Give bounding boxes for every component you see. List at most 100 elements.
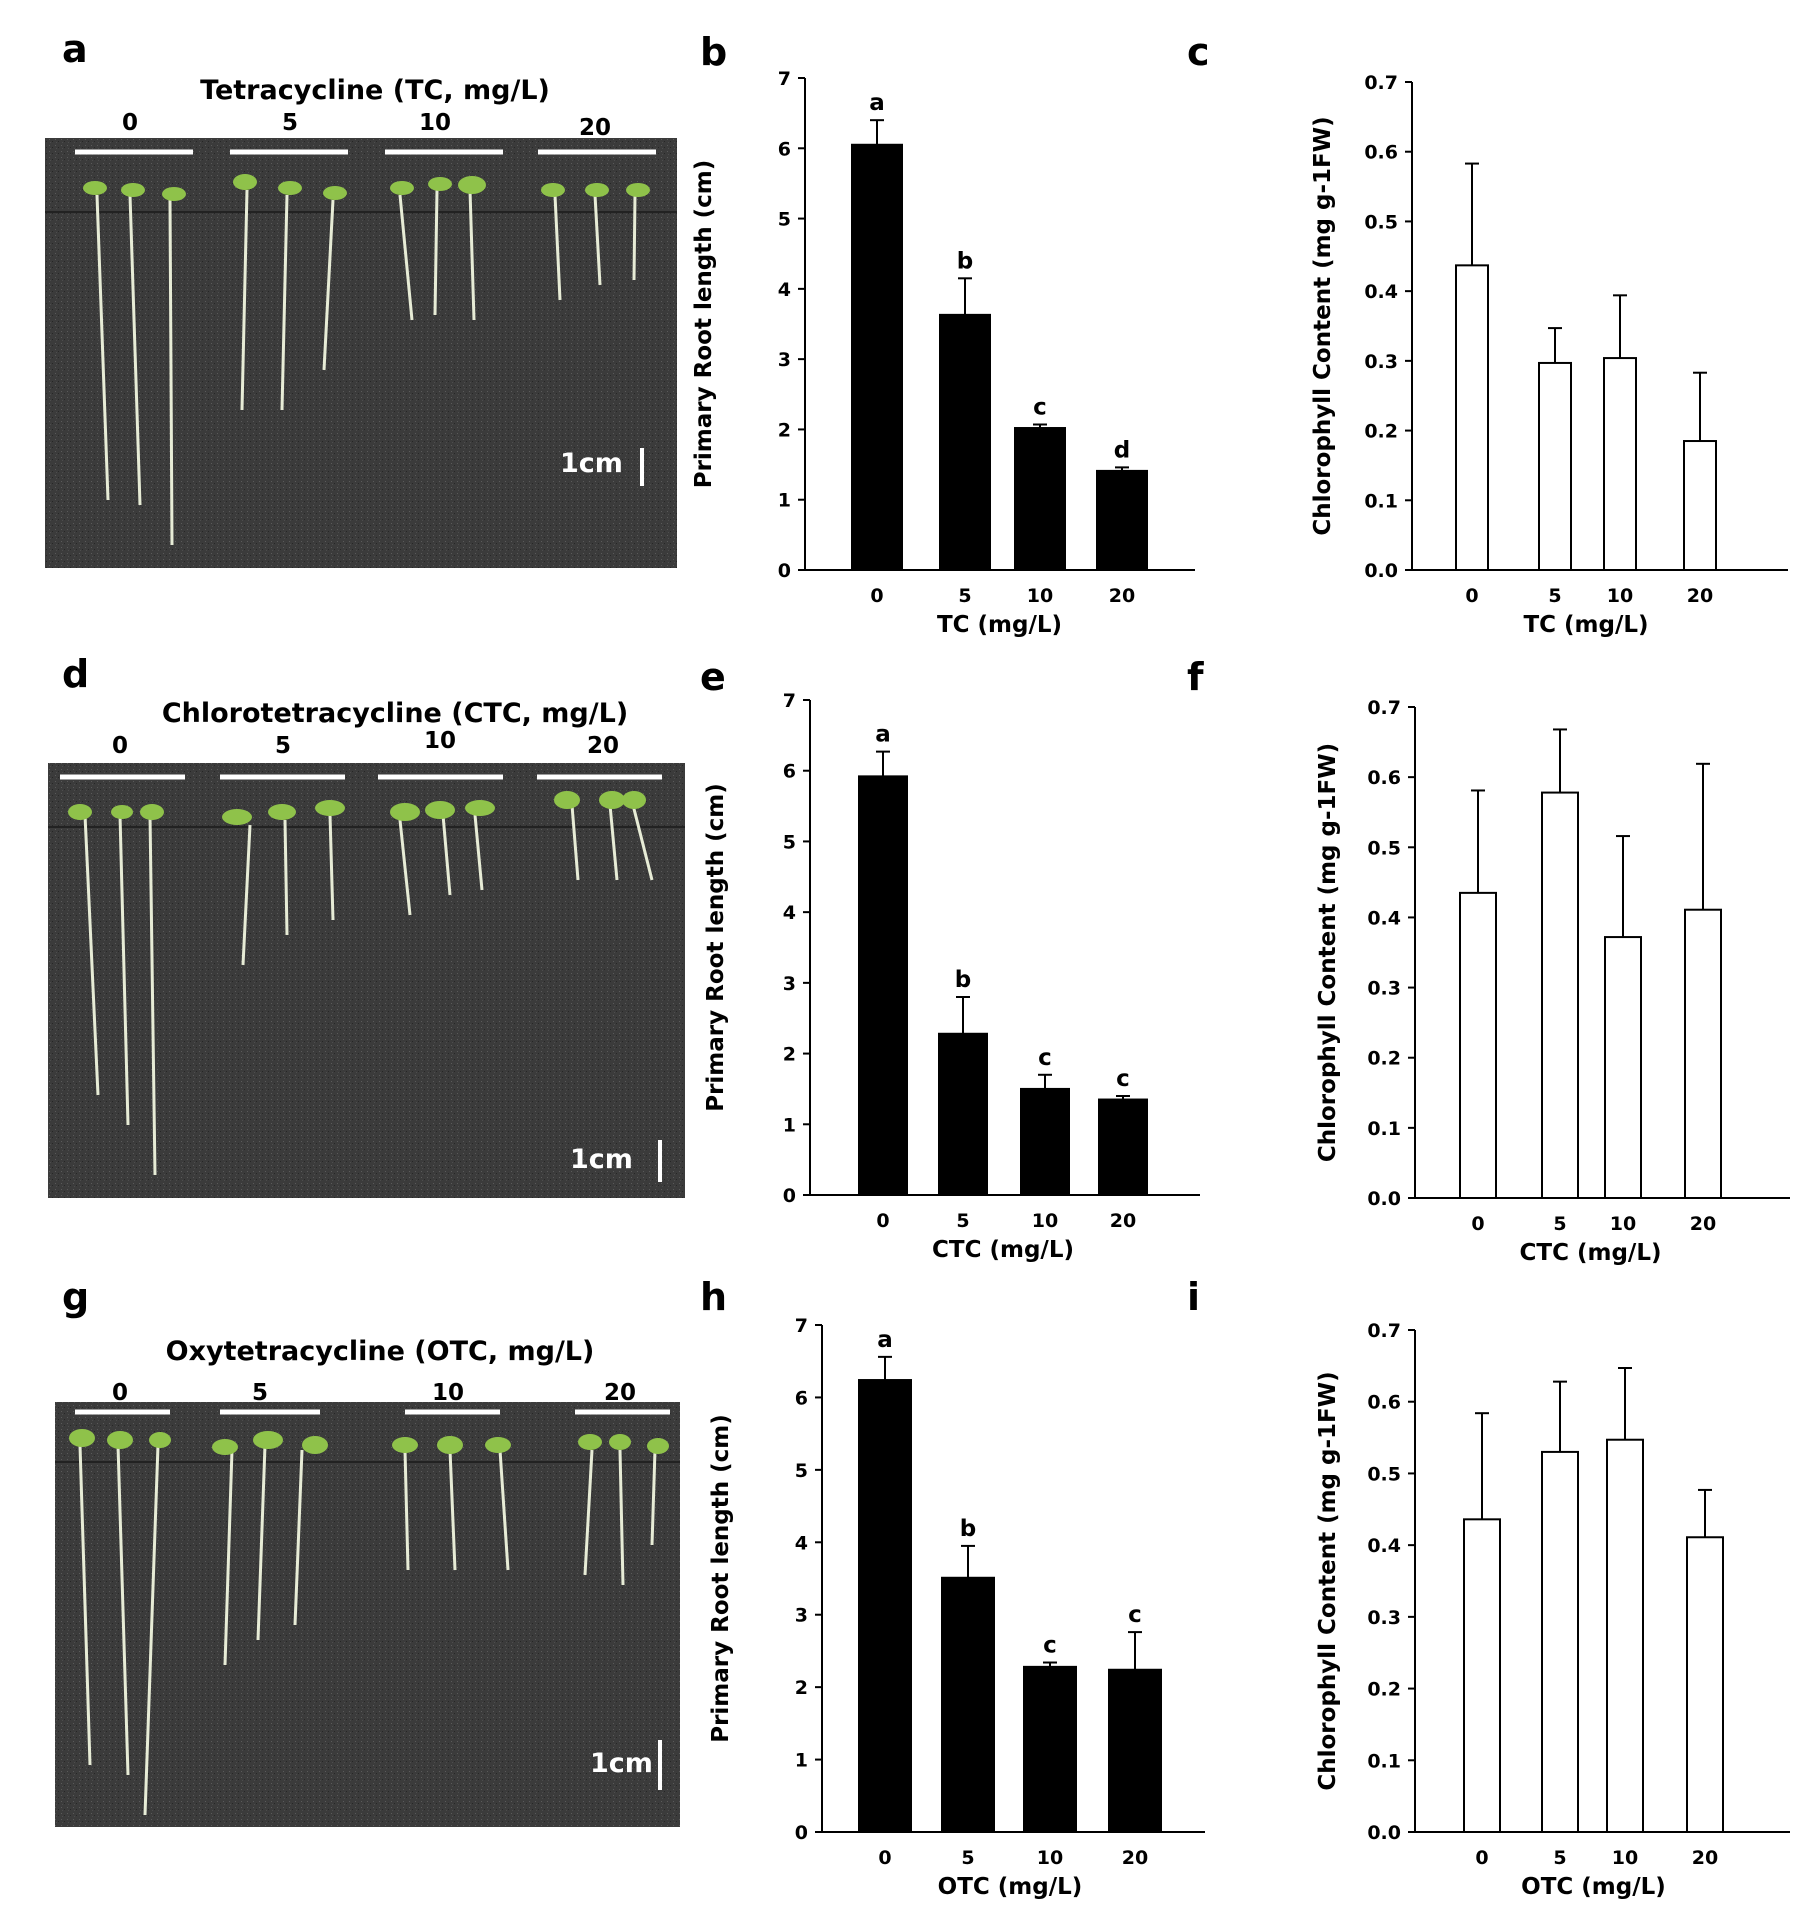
bar xyxy=(1459,891,1497,1200)
bar xyxy=(1463,1518,1501,1833)
x-tick-label: 20 xyxy=(1692,1847,1718,1869)
seedlings xyxy=(95,189,637,546)
x-axis-label: TC (mg/L) xyxy=(1523,612,1648,638)
x-tick-label: 0 xyxy=(876,1210,889,1232)
cotyledons xyxy=(68,791,646,825)
y-tick-label: 5 xyxy=(778,209,791,231)
chart-panel-b: b 0 1 2 3 4 5 6 7 a 0 b 5 c 10 d 20 TC (mg/L) Primary Root… xyxy=(691,30,1195,638)
chart-panel-i: i 0.0 0.1 0.2 0.3 0.4 0.5 0.6 0.7 0 5 10 20 OTC (mg/L… xyxy=(1187,1275,1790,1900)
bar xyxy=(1538,361,1572,571)
bar xyxy=(1541,791,1579,1199)
y-tick-label: 0.4 xyxy=(1367,907,1401,929)
y-tick-label: 0.1 xyxy=(1367,1118,1401,1140)
y-tick-label: 0.3 xyxy=(1367,978,1401,1000)
bar xyxy=(1603,357,1637,571)
cotyledons xyxy=(69,1429,669,1455)
panel-label: f xyxy=(1187,655,1204,699)
scale-bar-label: 1cm xyxy=(570,1144,633,1175)
x-axis-label: OTC (mg/L) xyxy=(938,1874,1083,1900)
x-tick-label: 5 xyxy=(961,1847,974,1869)
bar xyxy=(1683,440,1717,571)
y-tick-label: 0 xyxy=(778,560,791,582)
y-tick-label: 7 xyxy=(795,1315,808,1337)
y-tick-label: 0.7 xyxy=(1367,697,1401,719)
y-tick-label: 7 xyxy=(778,68,791,90)
bar xyxy=(1014,427,1066,571)
y-tick-label: 0.1 xyxy=(1367,1750,1401,1772)
x-tick-label: 5 xyxy=(958,585,971,607)
x-tick-label: 20 xyxy=(1122,1847,1148,1869)
concentration-label: 10 xyxy=(419,110,451,136)
y-tick-label: 6 xyxy=(783,761,796,783)
bar xyxy=(938,1032,988,1197)
plate-photo xyxy=(48,763,685,1198)
x-tick-label: 10 xyxy=(1607,585,1633,607)
bar xyxy=(1020,1087,1070,1197)
panel-label: g xyxy=(62,1275,89,1319)
x-tick-label: 10 xyxy=(1610,1213,1636,1235)
significance-letter: c xyxy=(1033,395,1047,421)
seedlings xyxy=(83,804,654,1176)
x-tick-label: 0 xyxy=(870,585,883,607)
bar xyxy=(1686,1536,1724,1833)
significance-letter: a xyxy=(875,722,891,748)
significance-letter: d xyxy=(1114,437,1130,463)
plate-photo xyxy=(55,1402,680,1827)
y-tick-label: 6 xyxy=(795,1387,808,1409)
significance-letter: b xyxy=(960,1516,976,1542)
chart-panel-f: f 0.0 0.1 0.2 0.3 0.4 0.5 0.6 0.7 0 5 10 20 CTC (mg/L… xyxy=(1187,655,1790,1266)
bar xyxy=(851,143,903,571)
y-tick-label: 5 xyxy=(783,831,796,853)
y-axis-label: Chlorophyll Content (mg g-1FW) xyxy=(1315,743,1341,1162)
x-tick-label: 20 xyxy=(1109,585,1135,607)
y-tick-label: 0.7 xyxy=(1367,1320,1401,1342)
x-axis-label: CTC (mg/L) xyxy=(932,1237,1074,1263)
y-tick-label: 0.3 xyxy=(1367,1607,1401,1629)
panel-label: a xyxy=(62,27,88,71)
x-tick-label: 20 xyxy=(1110,1210,1136,1232)
x-tick-label: 10 xyxy=(1037,1847,1063,1869)
significance-letter: b xyxy=(955,967,971,993)
y-tick-label: 0.0 xyxy=(1367,1822,1401,1844)
y-tick-label: 1 xyxy=(778,490,791,512)
bar xyxy=(1684,908,1722,1199)
x-tick-label: 10 xyxy=(1612,1847,1638,1869)
panel-label: b xyxy=(700,30,727,74)
x-tick-label: 20 xyxy=(1687,585,1713,607)
x-tick-label: 5 xyxy=(956,1210,969,1232)
y-tick-label: 0.3 xyxy=(1364,351,1398,373)
y-tick-label: 0.4 xyxy=(1367,1535,1401,1557)
photo-title: Oxytetracycline (OTC, mg/L) xyxy=(166,1336,595,1367)
seedlings xyxy=(78,1444,657,1816)
y-tick-label: 3 xyxy=(795,1605,808,1627)
bar xyxy=(1455,264,1489,571)
panel-label: d xyxy=(62,652,89,696)
y-tick-label: 0.7 xyxy=(1364,72,1398,94)
photo-panel-g: g Oxytetracycline (OTC, mg/L) 0 5 10 20 … xyxy=(55,1275,680,1827)
bar xyxy=(1541,1450,1579,1834)
y-tick-label: 2 xyxy=(795,1677,808,1699)
significance-letter: a xyxy=(869,90,885,116)
bar xyxy=(858,775,908,1196)
y-tick-label: 7 xyxy=(783,690,796,712)
y-tick-label: 0.2 xyxy=(1367,1048,1401,1070)
x-tick-label: 20 xyxy=(1690,1213,1716,1235)
bar xyxy=(941,1576,995,1834)
y-tick-label: 0.6 xyxy=(1367,767,1401,789)
x-axis-label: TC (mg/L) xyxy=(937,612,1062,638)
significance-letter: b xyxy=(957,248,973,274)
concentration-label: 20 xyxy=(604,1380,636,1406)
significance-letter: c xyxy=(1128,1602,1142,1628)
bar xyxy=(858,1379,912,1833)
photo-title: Chlorotetracycline (CTC, mg/L) xyxy=(162,698,628,729)
concentration-label: 5 xyxy=(282,110,298,136)
y-tick-label: 4 xyxy=(795,1532,808,1554)
y-tick-label: 6 xyxy=(778,138,791,160)
chart-panel-h: h 0 1 2 3 4 5 6 7 a 0 b 5 c 10 c 20 OTC (mg/L) Primary Roo… xyxy=(700,1275,1205,1900)
concentration-label: 20 xyxy=(587,733,619,759)
y-tick-label: 1 xyxy=(795,1750,808,1772)
concentration-label: 20 xyxy=(579,115,611,141)
x-tick-label: 10 xyxy=(1027,585,1053,607)
y-tick-label: 0.6 xyxy=(1367,1392,1401,1414)
